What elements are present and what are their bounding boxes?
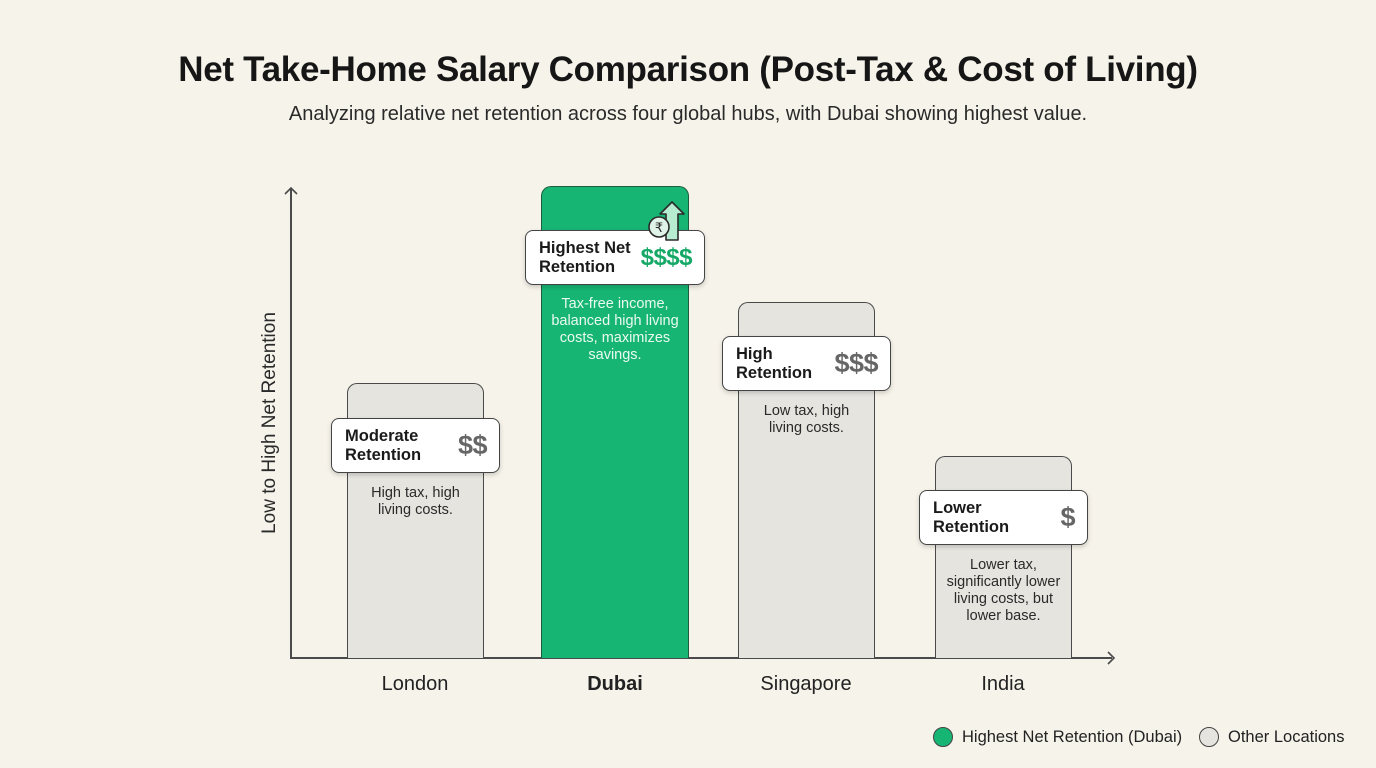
x-axis-arrow-icon <box>1107 651 1116 665</box>
x-label-india: India <box>981 673 1025 695</box>
x-axis <box>290 657 1112 659</box>
chart-subtitle: Analyzing relative net retention across … <box>288 103 1088 125</box>
rating-label-london: Moderate Retention <box>345 426 422 464</box>
legend-swatch-green-icon <box>933 727 953 747</box>
legend-item-highlight: Highest Net Retention (Dubai) <box>933 727 1182 747</box>
dollar-rating-dubai: $$$$ <box>640 243 693 271</box>
dollar-rating-london: $$ <box>457 430 488 460</box>
svg-text:₹: ₹ <box>655 221 663 236</box>
rating-label-india: Lower Retention <box>933 498 1010 536</box>
legend-item-other: Other Locations <box>1199 727 1344 747</box>
rupee-growth-arrow-icon: ₹ <box>648 201 685 241</box>
rating-card-london: Moderate Retention $$ <box>331 418 500 473</box>
y-axis-arrow-icon <box>284 186 298 195</box>
bar-note-singapore: Low tax, high living costs. <box>763 403 850 436</box>
bar-note-india: Lower tax, significantly lower living co… <box>946 557 1061 624</box>
dollar-rating-india: $ <box>1060 502 1075 532</box>
legend-label-highlight: Highest Net Retention (Dubai) <box>962 727 1183 746</box>
bar-note-london: High tax, high living costs. <box>371 485 460 518</box>
y-axis <box>290 188 292 658</box>
x-label-singapore: Singapore <box>760 673 852 695</box>
chart-title: Net Take-Home Salary Comparison (Post-Ta… <box>178 50 1198 89</box>
bar-note-dubai: Tax-free income, balanced high living co… <box>551 296 679 363</box>
dollar-rating-singapore: $$$ <box>834 348 878 378</box>
x-label-london: London <box>381 673 449 695</box>
rating-label-singapore: High Retention <box>736 344 813 382</box>
rating-label-dubai: Highest Net Retention <box>539 238 631 276</box>
rating-card-india: Lower Retention $ <box>919 490 1088 545</box>
x-label-dubai: Dubai <box>587 673 643 695</box>
y-axis-label: Low to High Net Retention <box>259 312 280 534</box>
legend-label-other: Other Locations <box>1228 727 1345 746</box>
legend-swatch-gray-icon <box>1199 727 1219 747</box>
rating-card-singapore: High Retention $$$ <box>722 336 891 391</box>
bar-india: Lower tax, significantly lower living co… <box>935 456 1072 658</box>
